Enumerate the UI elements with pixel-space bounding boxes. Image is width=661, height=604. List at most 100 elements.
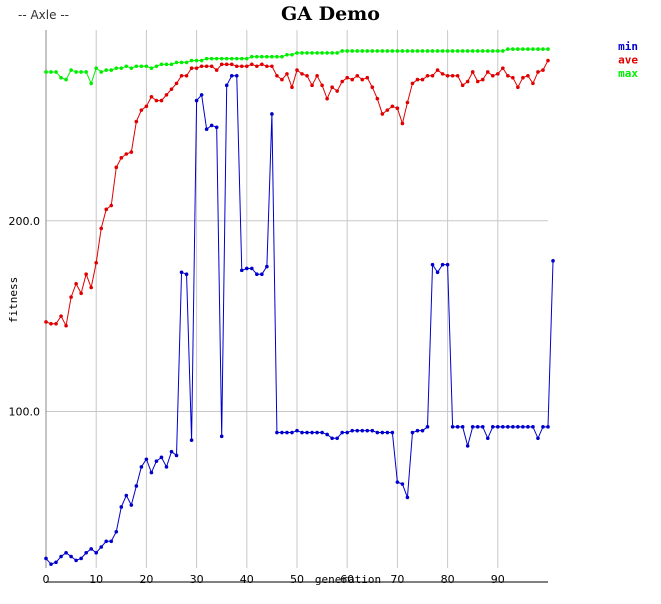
x-tick-label: 50 — [290, 573, 304, 586]
min-point — [465, 444, 470, 448]
min-point — [325, 432, 329, 437]
max-point — [239, 56, 244, 61]
min-point — [204, 127, 209, 132]
ave-point — [501, 66, 505, 70]
max-point — [511, 47, 515, 51]
min-point — [395, 480, 400, 484]
ave-point — [521, 75, 525, 80]
ave-point — [290, 85, 294, 90]
min-point — [310, 430, 314, 435]
max-point — [541, 47, 545, 51]
min-point — [350, 428, 355, 433]
ave-point — [189, 66, 194, 70]
max-point — [109, 68, 114, 72]
max-point — [54, 70, 58, 74]
ave-point — [496, 72, 500, 76]
max-point — [139, 64, 144, 69]
ave-point — [149, 94, 154, 99]
min-point — [79, 556, 83, 561]
ave-point — [450, 73, 455, 78]
y-tick-label: 100.0 — [9, 406, 41, 419]
max-point — [149, 66, 154, 70]
max-point — [280, 54, 284, 59]
min-point — [496, 425, 500, 429]
max-point — [480, 49, 485, 53]
max-point — [365, 49, 370, 53]
min-point — [440, 262, 445, 267]
min-point — [360, 428, 365, 433]
ave-point — [490, 73, 495, 78]
min-point — [285, 430, 289, 435]
ave-point — [94, 260, 98, 265]
min-point — [129, 503, 134, 507]
ave-point — [164, 93, 169, 97]
min-point — [154, 459, 159, 463]
max-point — [209, 56, 214, 61]
ave-point — [305, 73, 309, 78]
max-point — [234, 56, 239, 61]
max-point — [184, 60, 189, 65]
min-point — [365, 428, 370, 433]
ave-point — [204, 64, 209, 69]
max-point — [189, 58, 194, 63]
ave-point — [385, 108, 390, 112]
ave-point — [300, 72, 304, 76]
x-tick-label: 30 — [190, 573, 204, 586]
ave-point — [169, 87, 174, 91]
ave-point — [345, 75, 350, 80]
ave-point — [425, 73, 430, 78]
min-point — [174, 453, 179, 458]
max-point — [496, 49, 500, 53]
ave-point — [280, 77, 284, 82]
min-point — [305, 430, 309, 435]
min-point — [460, 425, 465, 429]
max-point — [84, 70, 88, 74]
legend-entry-ave: ave — [618, 54, 638, 67]
ave-point — [430, 73, 435, 78]
min-point — [330, 436, 334, 441]
max-point — [164, 62, 169, 67]
x-tick-label: 80 — [441, 573, 455, 586]
min-point — [275, 430, 279, 435]
max-point — [385, 49, 390, 53]
min-point — [189, 438, 194, 442]
min-point — [224, 83, 229, 88]
ave-point — [310, 83, 314, 88]
min-point — [234, 73, 239, 78]
ave-point — [546, 58, 550, 63]
min-point — [89, 547, 93, 551]
max-point — [320, 51, 324, 55]
ave-point — [49, 322, 53, 326]
ave-point — [184, 73, 189, 78]
max-point — [94, 66, 98, 70]
ave-point — [159, 98, 164, 103]
min-point — [511, 425, 515, 429]
ave-point — [355, 73, 360, 78]
min-point — [69, 554, 73, 559]
max-point — [144, 64, 149, 69]
max-point — [194, 58, 199, 63]
min-point — [124, 493, 129, 498]
x-tick-label: 10 — [89, 573, 103, 586]
min-point — [270, 112, 274, 116]
max-point — [370, 49, 375, 53]
ave-point — [89, 285, 93, 290]
ave-point — [119, 156, 124, 160]
ave-point — [239, 64, 244, 69]
min-point — [300, 430, 304, 435]
max-point — [485, 49, 490, 53]
min-point — [536, 436, 540, 441]
max-point — [265, 54, 269, 59]
ave-point — [470, 70, 475, 74]
max-point — [536, 47, 540, 51]
min-point — [551, 259, 555, 263]
max-point — [300, 51, 304, 55]
max-point — [345, 49, 350, 53]
min-point — [84, 550, 88, 555]
ave-point — [250, 62, 254, 67]
max-point — [174, 60, 179, 65]
max-point — [315, 51, 319, 55]
x-tick-label: 70 — [390, 573, 404, 586]
ave-point — [234, 64, 239, 69]
